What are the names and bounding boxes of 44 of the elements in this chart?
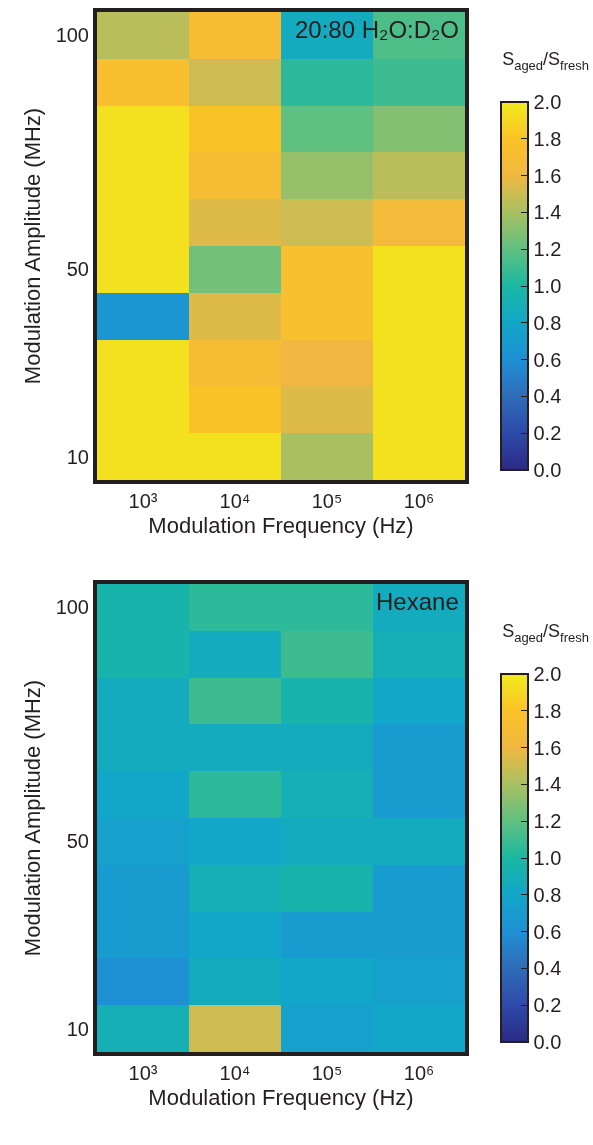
x-tick-label: 10⁶	[403, 490, 435, 512]
color-bar-label: 1.6	[533, 736, 562, 759]
color-bar-label: 0.6	[533, 348, 562, 371]
x-tick-label: 10⁵	[311, 490, 343, 512]
color-bar-label: 1.8	[533, 127, 562, 150]
color-bar-label: 0.8	[533, 883, 562, 906]
y-tick-label: 50	[66, 258, 89, 281]
color-bar-title: S$_{aged}$/S$_{fresh}$	[502, 49, 589, 73]
y-tick-label: 100	[55, 596, 89, 619]
chart-title: 20:80 H₂O:D₂O	[295, 16, 460, 43]
color-bar-label: 1.0	[533, 847, 562, 869]
y-tick-label: 50	[66, 830, 89, 853]
chart-title: Hexane	[376, 588, 459, 615]
color-bar-label: 1.6	[533, 164, 562, 187]
x-axis-title: Modulation Frequency (Hz)	[148, 513, 414, 539]
color-bar-label: 0.2	[533, 994, 562, 1017]
x-tick-label: 10³	[128, 1062, 158, 1084]
color-bar-label: 1.2	[533, 238, 562, 261]
y-tick-label: 10	[66, 445, 89, 468]
x-tick-label: 10⁵	[311, 1062, 343, 1084]
color-bar-label: 0.4	[533, 957, 562, 980]
y-tick-label: 10	[66, 1017, 89, 1040]
y-axis-title: Modulation Amplitude (MHz)	[19, 679, 45, 957]
y-axis-title: Modulation Amplitude (MHz)	[19, 107, 45, 385]
x-tick-label: 10⁴	[219, 1062, 251, 1084]
color-bar-label: 1.8	[533, 699, 562, 722]
x-tick-label: 10³	[128, 490, 158, 512]
x-tick-label: 10⁶	[403, 1062, 435, 1084]
x-tick-label: 10⁴	[219, 490, 251, 512]
x-axis-title: Modulation Frequency (Hz)	[148, 1085, 414, 1111]
color-bar-label: 1.2	[533, 810, 562, 833]
color-bar-label: 2.0	[533, 91, 562, 113]
color-bar-label: 0.8	[533, 311, 562, 334]
color-bar-label: 1.0	[533, 275, 562, 297]
color-bar-label: 1.4	[533, 773, 562, 796]
color-bar-label: 0.6	[533, 920, 562, 943]
color-bar-label: 0.0	[533, 459, 562, 481]
color-bar-label: 0.0	[533, 1031, 562, 1053]
color-bar-label: 1.4	[533, 201, 562, 224]
color-bar-label: 0.2	[533, 422, 562, 445]
color-bar-label: 2.0	[533, 663, 562, 685]
color-bar-label: 0.4	[533, 385, 562, 408]
y-tick-label: 100	[55, 24, 89, 47]
color-bar-title: S$_{aged}$/S$_{fresh}$	[502, 621, 589, 645]
